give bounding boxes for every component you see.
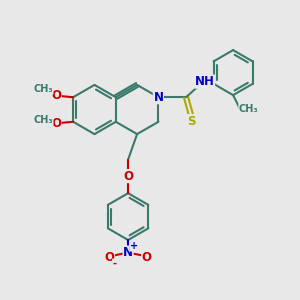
Text: O: O	[142, 250, 152, 264]
Text: O: O	[51, 89, 61, 102]
Text: O: O	[51, 117, 61, 130]
Text: -: -	[112, 259, 117, 269]
Text: S: S	[187, 115, 196, 128]
Text: CH₃: CH₃	[33, 115, 53, 125]
Text: O: O	[104, 250, 115, 264]
Text: CH₃: CH₃	[33, 84, 53, 94]
Text: +: +	[130, 241, 138, 251]
Text: O: O	[123, 169, 133, 183]
Text: N: N	[123, 246, 133, 259]
Text: CH₃: CH₃	[239, 103, 259, 114]
Text: N: N	[153, 91, 164, 104]
Text: NH: NH	[195, 75, 214, 88]
